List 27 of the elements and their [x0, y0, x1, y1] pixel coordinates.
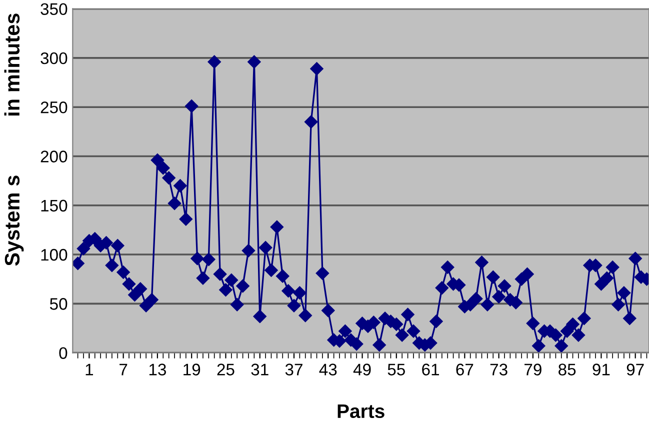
y-tick-label: 150 [41, 200, 68, 212]
y-tick-label: 50 [50, 298, 68, 310]
x-tick-label: 91 [592, 364, 610, 376]
x-tick-label: 25 [217, 364, 234, 376]
x-tick-label: 1 [86, 364, 94, 376]
y-tick-label: 300 [40, 52, 68, 64]
x-tick-label: 85 [558, 364, 576, 376]
x-tick-label: 49 [353, 364, 371, 376]
x-tick-label: 37 [285, 364, 302, 376]
x-tick-label: 67 [456, 364, 474, 376]
x-tick-label: 97 [626, 364, 644, 376]
y-tick-label: 0 [59, 347, 68, 360]
x-tick-label: 7 [120, 364, 128, 376]
y-tick-label: 350 [40, 3, 68, 16]
x-tick-label: 79 [524, 364, 542, 376]
y-tick-label: 250 [40, 102, 68, 114]
y-tick-label: 200 [40, 150, 68, 162]
x-tick-label: 43 [319, 364, 337, 376]
x-tick-label: 61 [422, 364, 439, 376]
x-tick-label: 19 [184, 364, 200, 376]
x-tick-label: 55 [388, 364, 405, 376]
y-tick-label: 100 [41, 248, 68, 261]
x-tick-label: 13 [149, 364, 166, 376]
x-tick-label: 31 [251, 364, 268, 376]
x-axis-title: Parts [338, 404, 384, 418]
y-axis-title: System s in minutes [4, 14, 24, 266]
x-tick-label: 73 [490, 364, 508, 376]
